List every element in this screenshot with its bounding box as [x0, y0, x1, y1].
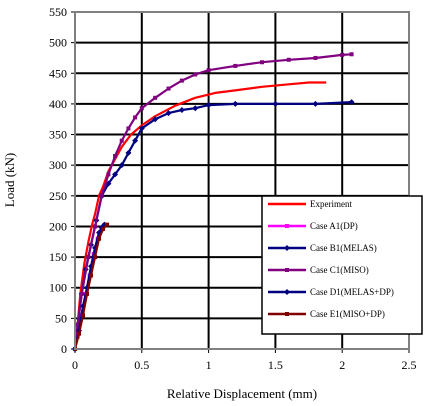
x-tick-label: 0.5 [134, 358, 149, 372]
data-point [284, 289, 290, 295]
legend-label: Case C1(MISO) [310, 265, 369, 275]
legend-label: Case A1(DP) [310, 221, 358, 231]
x-tick-label: 2.5 [402, 358, 417, 372]
data-point [178, 107, 185, 114]
data-point [192, 105, 199, 112]
data-point [81, 313, 86, 318]
y-tick-labels: 0 50 100 150 200 250 300 350 400 450 500 550 [49, 5, 67, 356]
y-tick-label: 450 [49, 66, 67, 80]
data-point [125, 149, 132, 156]
data-point [340, 52, 345, 57]
x-tick-labels: 0 0.5 1 1.5 2 2.5 [72, 358, 417, 372]
legend: Experiment Case A1(DP) Case B1(MELAS) Case … [261, 195, 423, 335]
data-point [105, 222, 110, 227]
data-point [112, 171, 119, 178]
y-tick-label: 0 [61, 342, 67, 356]
data-point [285, 268, 289, 272]
data-point [166, 86, 171, 91]
data-point [77, 331, 82, 336]
data-point [106, 172, 111, 177]
data-point [93, 224, 98, 229]
data-point [75, 322, 80, 327]
data-point [85, 291, 90, 296]
y-tick-label: 200 [49, 219, 67, 233]
data-point [93, 255, 98, 260]
data-point [193, 72, 198, 77]
data-point [138, 125, 145, 132]
legend-label: Case E1(MISO+DP) [310, 309, 385, 319]
data-point [272, 100, 279, 107]
data-point [205, 102, 212, 109]
data-point [285, 224, 289, 228]
data-point [232, 100, 239, 107]
y-tick-label: 50 [55, 311, 67, 325]
y-tick-label: 550 [49, 5, 67, 19]
data-point [285, 312, 289, 316]
data-point [118, 162, 125, 169]
data-point [79, 291, 84, 296]
data-point [113, 153, 118, 158]
data-point [312, 100, 319, 107]
legend-box [261, 195, 423, 335]
y-tick-label: 400 [49, 97, 67, 111]
data-point [165, 110, 172, 117]
legend-label: Case D1(MELAS+DP) [310, 287, 394, 297]
legend-item: Case A1(DP) [268, 221, 358, 231]
data-point [153, 95, 158, 100]
data-point [348, 99, 355, 106]
data-point [233, 63, 238, 68]
data-point [313, 55, 318, 60]
x-tick-label: 1 [206, 358, 212, 372]
data-point [133, 115, 138, 120]
data-point [139, 106, 144, 111]
series-line [73, 81, 327, 350]
legend-item: Case C1(MISO) [268, 265, 369, 275]
legend-item: Case E1(MISO+DP) [268, 309, 385, 319]
y-tick-label: 500 [49, 36, 67, 50]
data-point [101, 226, 106, 231]
y-tick-label: 300 [49, 158, 67, 172]
x-tick-label: 0 [72, 358, 78, 372]
data-point [99, 193, 104, 198]
x-tick-label: 1.5 [268, 358, 283, 372]
legend-item: Case B1(MELAS) [268, 243, 377, 253]
data-point [260, 60, 265, 65]
legend-item: Case D1(MELAS+DP) [268, 287, 394, 297]
x-axis-title: Relative Displacement (mm) [167, 386, 317, 401]
data-point [284, 245, 290, 251]
data-point [132, 137, 139, 144]
y-tick-label: 250 [49, 189, 67, 203]
y-tick-label: 150 [49, 250, 67, 264]
series-0 [73, 81, 327, 350]
data-point [89, 273, 94, 278]
legend-item: Experiment [268, 199, 352, 209]
y-tick-label: 350 [49, 128, 67, 142]
y-tick-label: 100 [49, 281, 67, 295]
data-point [119, 138, 124, 143]
data-point [126, 126, 131, 131]
legend-label: Experiment [310, 199, 352, 209]
series-group [72, 52, 355, 352]
y-axis-title: Load (kN) [2, 153, 17, 208]
data-point [86, 255, 91, 260]
series-3 [73, 52, 354, 351]
data-point [179, 78, 184, 83]
data-point [152, 116, 159, 123]
plot-border [74, 11, 410, 350]
data-point [97, 236, 102, 241]
data-point [286, 57, 291, 62]
legend-label: Case B1(MELAS) [310, 243, 377, 253]
data-point [206, 68, 211, 73]
data-point [349, 52, 354, 57]
x-tick-label: 2 [339, 358, 345, 372]
